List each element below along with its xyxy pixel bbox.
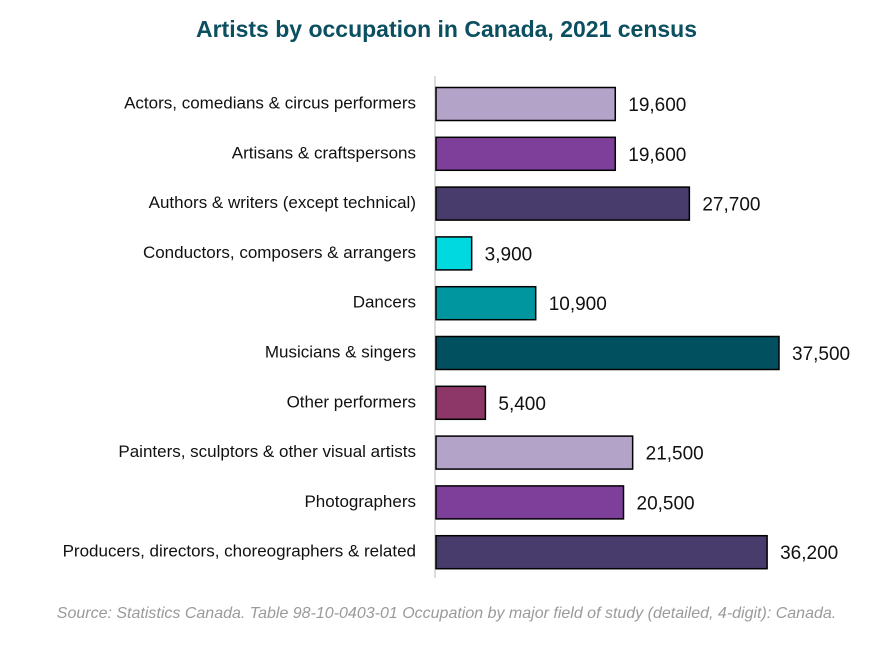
bar-8 — [435, 485, 625, 520]
category-label-7: Painters, sculptors & other visual artis… — [118, 442, 416, 461]
category-label-1: Artisans & craftspersons — [232, 143, 416, 162]
bar-3 — [435, 236, 473, 271]
value-label-7: 21,500 — [646, 444, 704, 465]
category-label-4: Dancers — [353, 293, 416, 312]
value-label-9: 36,200 — [780, 543, 838, 564]
category-label-2: Authors & writers (except technical) — [149, 193, 416, 212]
category-label-0: Actors, comedians & circus performers — [124, 93, 416, 112]
bar-6 — [435, 385, 487, 421]
category-label-8: Photographers — [304, 492, 416, 511]
bar-9 — [435, 534, 768, 570]
value-label-1: 19,600 — [628, 145, 686, 166]
bar-7 — [435, 435, 634, 470]
category-label-6: Other performers — [287, 392, 416, 411]
bar-0 — [435, 86, 617, 122]
bar-chart: Actors, comedians & circus performers 19,… — [63, 76, 850, 578]
value-label-0: 19,600 — [628, 95, 686, 116]
value-label-8: 20,500 — [637, 493, 695, 514]
value-label-5: 37,500 — [792, 344, 850, 365]
bar-1 — [435, 136, 617, 172]
category-label-3: Conductors, composers & arrangers — [143, 243, 416, 262]
value-label-2: 27,700 — [702, 195, 760, 216]
value-label-4: 10,900 — [549, 294, 607, 315]
bar-2 — [435, 186, 691, 221]
value-label-3: 3,900 — [485, 244, 533, 265]
bar-4 — [435, 285, 537, 321]
source-note: Source: Statistics Canada. Table 98-10-0… — [56, 605, 837, 622]
bar-5 — [435, 335, 780, 371]
category-label-9: Producers, directors, choreographers & r… — [63, 542, 416, 561]
category-label-5: Musicians & singers — [265, 342, 416, 361]
chart-marks: Actors, comedians & circus performers 19,… — [63, 86, 850, 570]
chart-title: Artists by occupation in Canada, 2021 ce… — [195, 16, 698, 42]
value-label-6: 5,400 — [498, 394, 546, 415]
